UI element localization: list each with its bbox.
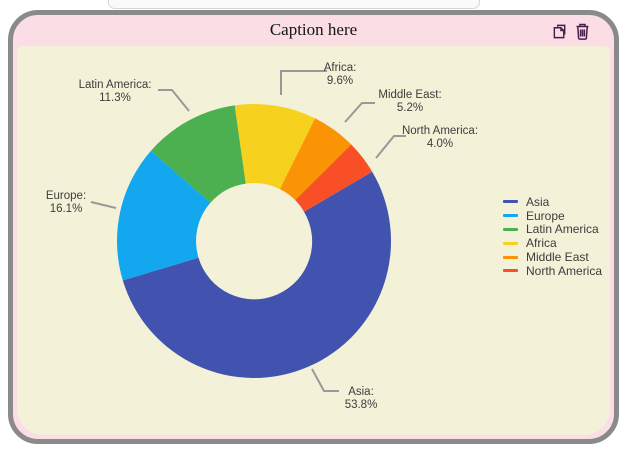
- donut-slice-asia[interactable]: [122, 171, 392, 378]
- chart-caption[interactable]: Caption here: [269, 20, 358, 39]
- donut-slice-middle-east[interactable]: [279, 118, 352, 201]
- donut-slices: [117, 104, 392, 378]
- copy-button[interactable]: [552, 22, 568, 40]
- delete-button[interactable]: [574, 22, 590, 40]
- trash-icon: [576, 23, 588, 40]
- donut-slice-latin-america[interactable]: [151, 105, 246, 203]
- copy-icon: [553, 24, 566, 38]
- donut-slice-africa[interactable]: [234, 104, 316, 190]
- donut-slice-north-america[interactable]: [295, 144, 373, 212]
- caption-bar: Caption here: [13, 15, 614, 46]
- top-partial-element: [108, 0, 480, 9]
- card-actions: [552, 22, 590, 40]
- donut-slice-europe[interactable]: [117, 150, 211, 281]
